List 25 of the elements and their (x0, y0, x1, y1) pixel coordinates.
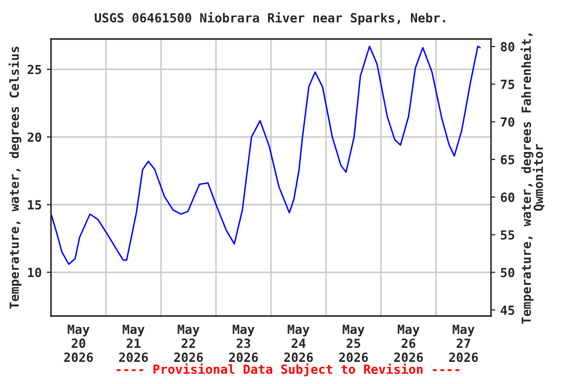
x-tick-label: May 25 2026 (339, 324, 368, 362)
x-tick-label: May 27 2026 (449, 324, 478, 362)
y-tick-label: 20 (28, 132, 42, 142)
x-tick-label: May 20 2026 (64, 324, 93, 362)
y2-tick-label: 70 (500, 117, 514, 127)
text: ---- Provisional Data Subject to Revision ---- (116, 364, 460, 376)
x-tick-label: May 22 2026 (174, 324, 203, 362)
x-tick-label: May 26 2026 (394, 324, 423, 362)
x-tick-label: May 24 2026 (284, 324, 313, 362)
y-tick-label: 25 (28, 64, 42, 74)
x-tick-label: May 21 2026 (119, 324, 148, 362)
chart-title: USGS 06461500 Niobrara River near Sparks, Nebr. (94, 12, 446, 25)
x-tick-label: May 23 2026 (229, 324, 258, 362)
y2-tick-label: 60 (500, 192, 514, 202)
y-tick-label: 15 (28, 200, 42, 210)
y2-tick-label: 80 (500, 42, 514, 52)
y2-tick-label: 50 (500, 268, 514, 278)
y2-axis-title: Temperature, water, degrees Fahrenheit, Qwmonitor (520, 34, 545, 324)
y-axis-title: Temperature, water, degrees Celsius (8, 46, 22, 309)
y2-tick-label: 75 (500, 80, 514, 90)
y2-tick-label: 55 (500, 230, 514, 240)
line-series (51, 46, 481, 265)
y-tick-label: 10 (28, 268, 42, 278)
y2-tick-label: 65 (500, 154, 514, 164)
y2-tick-label: 45 (500, 306, 514, 315)
